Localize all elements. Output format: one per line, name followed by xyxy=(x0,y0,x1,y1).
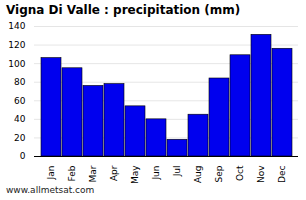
svg-text:Oct: Oct xyxy=(235,165,245,181)
svg-text:Dec: Dec xyxy=(277,165,287,182)
html-text:www.allmetsat.com: www.allmetsat.com xyxy=(6,185,95,195)
html-text:Vigna Di Valle : precipitation: Vigna Di Valle : precipitation (mm) xyxy=(6,3,241,17)
svg-text:Apr: Apr xyxy=(109,165,119,181)
svg-text:Mar: Mar xyxy=(88,165,98,182)
svg-text:0: 0 xyxy=(20,151,26,161)
svg-text:Jun: Jun xyxy=(151,166,161,181)
svg-text:Sep: Sep xyxy=(214,165,224,182)
svg-text:40: 40 xyxy=(14,114,26,124)
svg-text:60: 60 xyxy=(14,96,26,106)
svg-text:20: 20 xyxy=(14,133,26,143)
svg-text:80: 80 xyxy=(14,77,26,87)
svg-text:Feb: Feb xyxy=(67,165,77,181)
svg-text:140: 140 xyxy=(8,21,25,31)
svg-text:Jul: Jul xyxy=(172,166,182,178)
svg-text:Jan: Jan xyxy=(46,166,56,181)
svg-text:120: 120 xyxy=(8,40,25,50)
svg-text:Aug: Aug xyxy=(193,166,203,184)
svg-text:Nov: Nov xyxy=(256,165,266,183)
svg-text:May: May xyxy=(130,165,140,184)
svg-text:100: 100 xyxy=(8,59,25,69)
